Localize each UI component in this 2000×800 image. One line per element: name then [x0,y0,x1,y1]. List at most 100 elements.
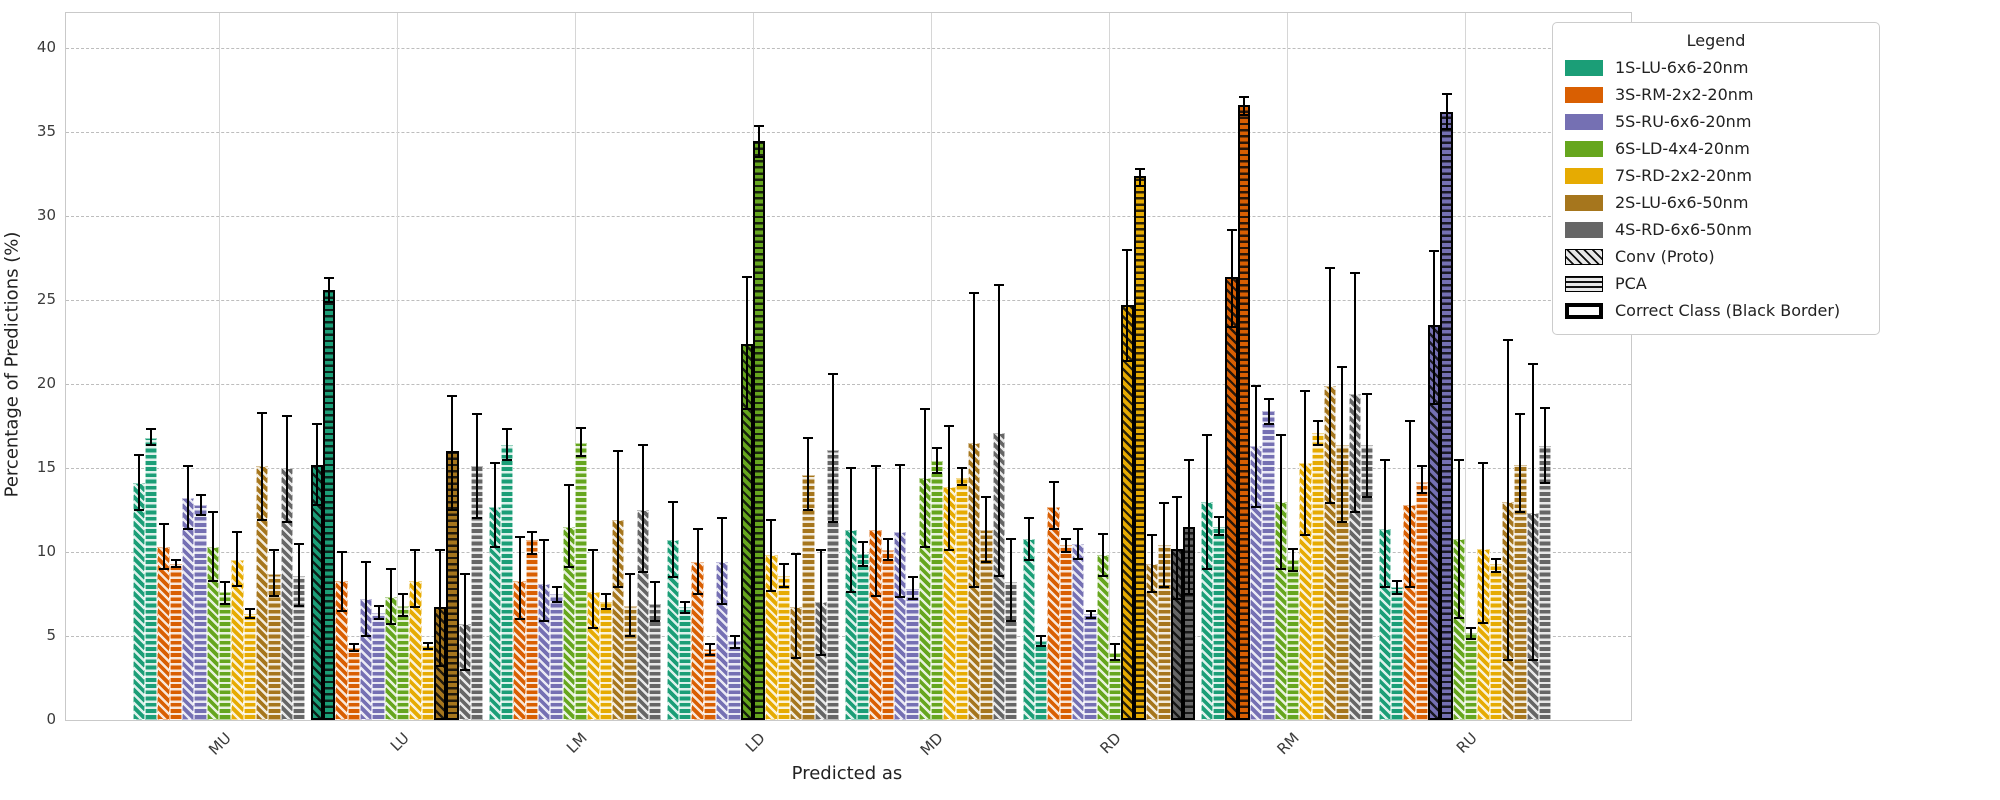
error-bar-cap [600,608,611,611]
legend-title: Legend [1686,31,1746,50]
error-bar-cap [895,463,906,466]
error-bar-cap [1097,574,1108,577]
error-bar [1457,459,1460,618]
bar-LU-7S-RD-2x2-20nm-conv [409,580,422,720]
error-bar [1353,273,1356,512]
bar-RD-2S-LU-6x6-50nm-pca [1158,545,1171,720]
error-bar-cap [1288,569,1299,572]
error-bar [874,466,877,596]
bar-RM-4S-RD-6x6-50nm-pca [1360,444,1374,720]
bar-LM-1S-LU-6x6-20nm-pca [501,444,514,720]
bar-MD-6S-LD-4x4-20nm-conv [918,478,931,720]
error-bar [298,543,301,606]
error-bar-cap [158,522,169,525]
error-bar-cap [741,408,752,411]
y-tick-label-20: 20 [36,374,56,393]
error-bar [985,496,988,563]
error-bar [1126,249,1129,361]
bar-RU-2S-LU-6x6-50nm-pca [1514,464,1527,720]
error-bar [1519,414,1522,512]
error-bar [948,426,951,551]
error-bar-cap [717,603,728,606]
error-bar-cap [1147,534,1158,537]
bar-LD-2S-LU-6x6-50nm-conv [789,607,803,720]
bar-MU-1S-LU-6x6-20nm-conv [132,483,146,720]
gridline-y-35 [66,132,1631,134]
error-bar-cap [398,614,409,617]
error-bar-cap [1023,559,1034,562]
bar-LU-4S-RD-6x6-50nm-pca [470,466,484,720]
error-bar-cap [1527,362,1538,365]
error-bar-cap [489,462,500,465]
legend-item-3S-RM-2x2-20nm: 3S-RM-2x2-20nm [1565,81,1867,108]
bar-RM-7S-RD-2x2-20nm-conv [1299,463,1312,720]
error-bar-cap [1263,423,1274,426]
error-bar-cap [650,581,661,584]
gridline-y-25 [66,300,1631,302]
bar-RD-7S-RD-2x2-20nm-conv-correct [1121,305,1134,720]
error-bar-cap [373,604,384,607]
error-bar-cap [1540,482,1551,485]
error-bar [1151,535,1154,593]
error-bar-cap [1392,593,1403,596]
bar-RD-6S-LD-4x4-20nm-pca [1109,652,1122,720]
error-bar [211,511,214,581]
error-bar-cap [551,586,562,589]
bar-LM-6S-LD-4x4-20nm-pca [575,442,588,720]
2S-LU-6x6-50nm-swatch-icon [1565,194,1603,211]
bar-MD-4S-RD-6x6-50nm-pca [1004,582,1018,720]
y-tick-label-30: 30 [36,206,56,225]
error-bar-cap [778,586,789,589]
bar-RD-3S-RM-2x2-20nm-pca [1059,545,1072,720]
error-bar-cap [269,594,280,597]
gridline-x-LM [575,13,576,720]
error-bar [1175,496,1178,600]
error-bar-cap [244,616,255,619]
error-bar-cap [1515,510,1526,513]
error-bar-cap [170,559,181,562]
error-bar-cap [1466,626,1477,629]
error-bar [543,540,546,621]
gridline-x-RU [1465,13,1466,720]
error-bar-cap [754,156,765,159]
error-bar-cap [815,653,826,656]
bar-LD-7S-RD-2x2-20nm-conv [765,555,778,720]
error-bar-cap [828,373,839,376]
bar-RM-6S-LD-4x4-20nm-pca [1287,560,1300,720]
error-bar [389,568,392,625]
error-bar-cap [1362,393,1373,396]
bar-LD-6S-LD-4x4-20nm-pca-correct [753,140,766,720]
bar-RU-5S-RU-6x6-20nm-pca-correct [1440,112,1453,720]
bar-RM-1S-LU-6x6-20nm-pca [1213,526,1226,720]
error-bar-cap [882,559,893,562]
bar-LM-2S-LU-6x6-50nm-conv [611,520,625,720]
bar-RD-5S-RU-6x6-20nm-pca [1084,614,1097,720]
error-bar-cap [207,579,218,582]
error-bar-cap [257,519,268,522]
bar-MU-2S-LU-6x6-50nm-conv [255,466,269,720]
error-bar-cap [993,284,1004,287]
error-bar [1494,558,1497,573]
error-bar-cap [514,535,525,538]
correct-class-swatch-icon [1565,302,1603,319]
legend-label: 5S-RU-6x6-20nm [1615,112,1752,131]
bar-LD-2S-LU-6x6-50nm-pca [802,474,815,720]
error-bar-cap [348,650,359,653]
error-bar [1383,459,1386,588]
error-bar-cap [1226,326,1237,329]
error-bar-cap [1540,406,1551,409]
error-bar [315,424,318,506]
bar-MD-2S-LU-6x6-50nm-pca [980,530,993,720]
error-bar-cap [919,408,930,411]
error-bar-cap [845,467,856,470]
error-bar-cap [717,517,728,520]
error-bar-cap [502,458,513,461]
error-bar [629,573,632,637]
error-bar-cap [1300,534,1311,537]
error-bar-cap [1201,433,1212,436]
error-bar-cap [1312,420,1323,423]
error-bar [1138,169,1141,186]
error-bar [923,409,926,548]
error-bar [758,125,761,158]
bar-LD-7S-RD-2x2-20nm-pca [777,575,790,720]
